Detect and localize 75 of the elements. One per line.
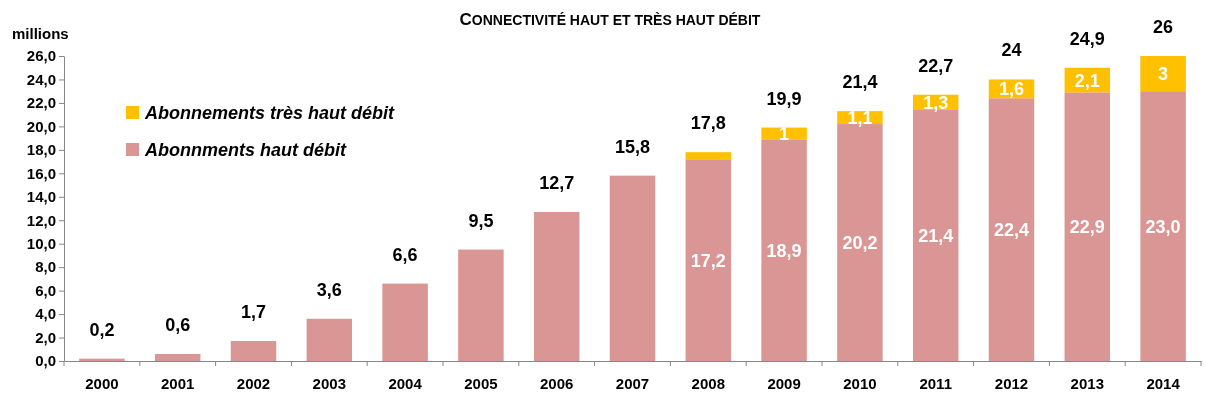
bar bbox=[988, 98, 1035, 361]
total-label: 6,6 bbox=[392, 244, 418, 265]
total-label: 9,5 bbox=[468, 210, 494, 231]
total-label: 24,9 bbox=[1069, 28, 1105, 49]
y-tick-label: 22,0 bbox=[26, 94, 56, 112]
total-label: 26 bbox=[1153, 17, 1174, 37]
x-tick-label: 2005 bbox=[464, 374, 498, 392]
total-label: 19,9 bbox=[766, 88, 802, 109]
total-label: 21,4 bbox=[842, 72, 878, 93]
data-label: 1,3 bbox=[923, 92, 949, 113]
data-label: 3 bbox=[1158, 64, 1169, 85]
x-tick-label: 2013 bbox=[1070, 374, 1104, 392]
total-label: 12,7 bbox=[539, 173, 575, 194]
y-tick-label: 6,0 bbox=[35, 281, 56, 299]
x-tick-label: 2004 bbox=[388, 374, 423, 392]
data-label: 21,4 bbox=[918, 225, 954, 246]
bar bbox=[1064, 92, 1111, 361]
data-label: 1 bbox=[779, 123, 790, 144]
legend-label: Abonnements très haut débit bbox=[144, 103, 396, 123]
bar bbox=[154, 353, 201, 361]
x-tick-label: 2002 bbox=[236, 374, 271, 392]
bar bbox=[685, 159, 732, 361]
legend-label: Abonnments haut débit bbox=[144, 140, 347, 160]
bar bbox=[458, 249, 504, 361]
x-tick-label: 2007 bbox=[615, 374, 650, 392]
bar bbox=[1140, 91, 1186, 361]
total-label: 0,6 bbox=[165, 314, 191, 335]
data-label: 22,4 bbox=[993, 220, 1030, 241]
data-label: 2,1 bbox=[1074, 70, 1100, 91]
total-label: 1,7 bbox=[240, 302, 267, 323]
data-label: 17,2 bbox=[690, 250, 726, 271]
x-tick-label: 2010 bbox=[843, 374, 877, 392]
total-label: 15,8 bbox=[614, 136, 651, 157]
x-tick-label: 2014 bbox=[1146, 374, 1181, 392]
chart-title: CONNECTIVITÉ HAUT ET TRÈS HAUT DÉBIT bbox=[459, 10, 761, 29]
x-tick-label: 2009 bbox=[767, 374, 801, 392]
y-tick-label: 10,0 bbox=[26, 234, 56, 252]
x-tick-label: 2012 bbox=[994, 374, 1029, 392]
total-label: 17,8 bbox=[690, 113, 726, 134]
y-tick-label: 0,0 bbox=[35, 352, 56, 370]
y-tick-label: 16,0 bbox=[26, 164, 56, 182]
y-tick-label: 20,0 bbox=[26, 117, 56, 135]
bar bbox=[1140, 56, 1186, 92]
x-tick-label: 2003 bbox=[312, 374, 346, 392]
x-tick-label: 2006 bbox=[540, 374, 574, 392]
y-tick-label: 14,0 bbox=[26, 188, 56, 206]
total-label: 24 bbox=[1001, 40, 1022, 61]
y-tick-label: 2,0 bbox=[35, 328, 56, 346]
data-label: 1,1 bbox=[847, 108, 873, 129]
x-tick-label: 2008 bbox=[691, 374, 725, 392]
bar bbox=[761, 139, 807, 361]
bar bbox=[609, 175, 656, 361]
total-label: 0,2 bbox=[89, 319, 115, 340]
y-tick-label: 18,0 bbox=[26, 141, 56, 159]
y-tick-label: 26,0 bbox=[26, 47, 56, 65]
y-tick-label: 4,0 bbox=[35, 305, 56, 323]
data-label: 18,9 bbox=[766, 240, 802, 261]
bar bbox=[382, 283, 428, 361]
y-tick-label: 24,0 bbox=[26, 70, 56, 88]
data-label: 1,6 bbox=[998, 79, 1025, 100]
y-axis-title: millions bbox=[12, 25, 69, 42]
x-tick-label: 2001 bbox=[161, 374, 195, 392]
bar bbox=[230, 341, 277, 361]
total-label: 3,6 bbox=[316, 279, 342, 300]
bar bbox=[306, 318, 353, 361]
x-tick-label: 2011 bbox=[919, 374, 952, 392]
y-tick-label: 8,0 bbox=[35, 258, 56, 276]
bar bbox=[533, 212, 580, 361]
bar bbox=[685, 152, 732, 160]
data-label: 23,0 bbox=[1145, 216, 1181, 237]
data-label: 22,9 bbox=[1069, 217, 1105, 238]
x-tick-label: 2000 bbox=[85, 374, 119, 392]
total-label: 22,7 bbox=[918, 55, 954, 76]
data-label: 20,2 bbox=[842, 233, 878, 253]
y-tick-label: 12,0 bbox=[26, 211, 56, 229]
